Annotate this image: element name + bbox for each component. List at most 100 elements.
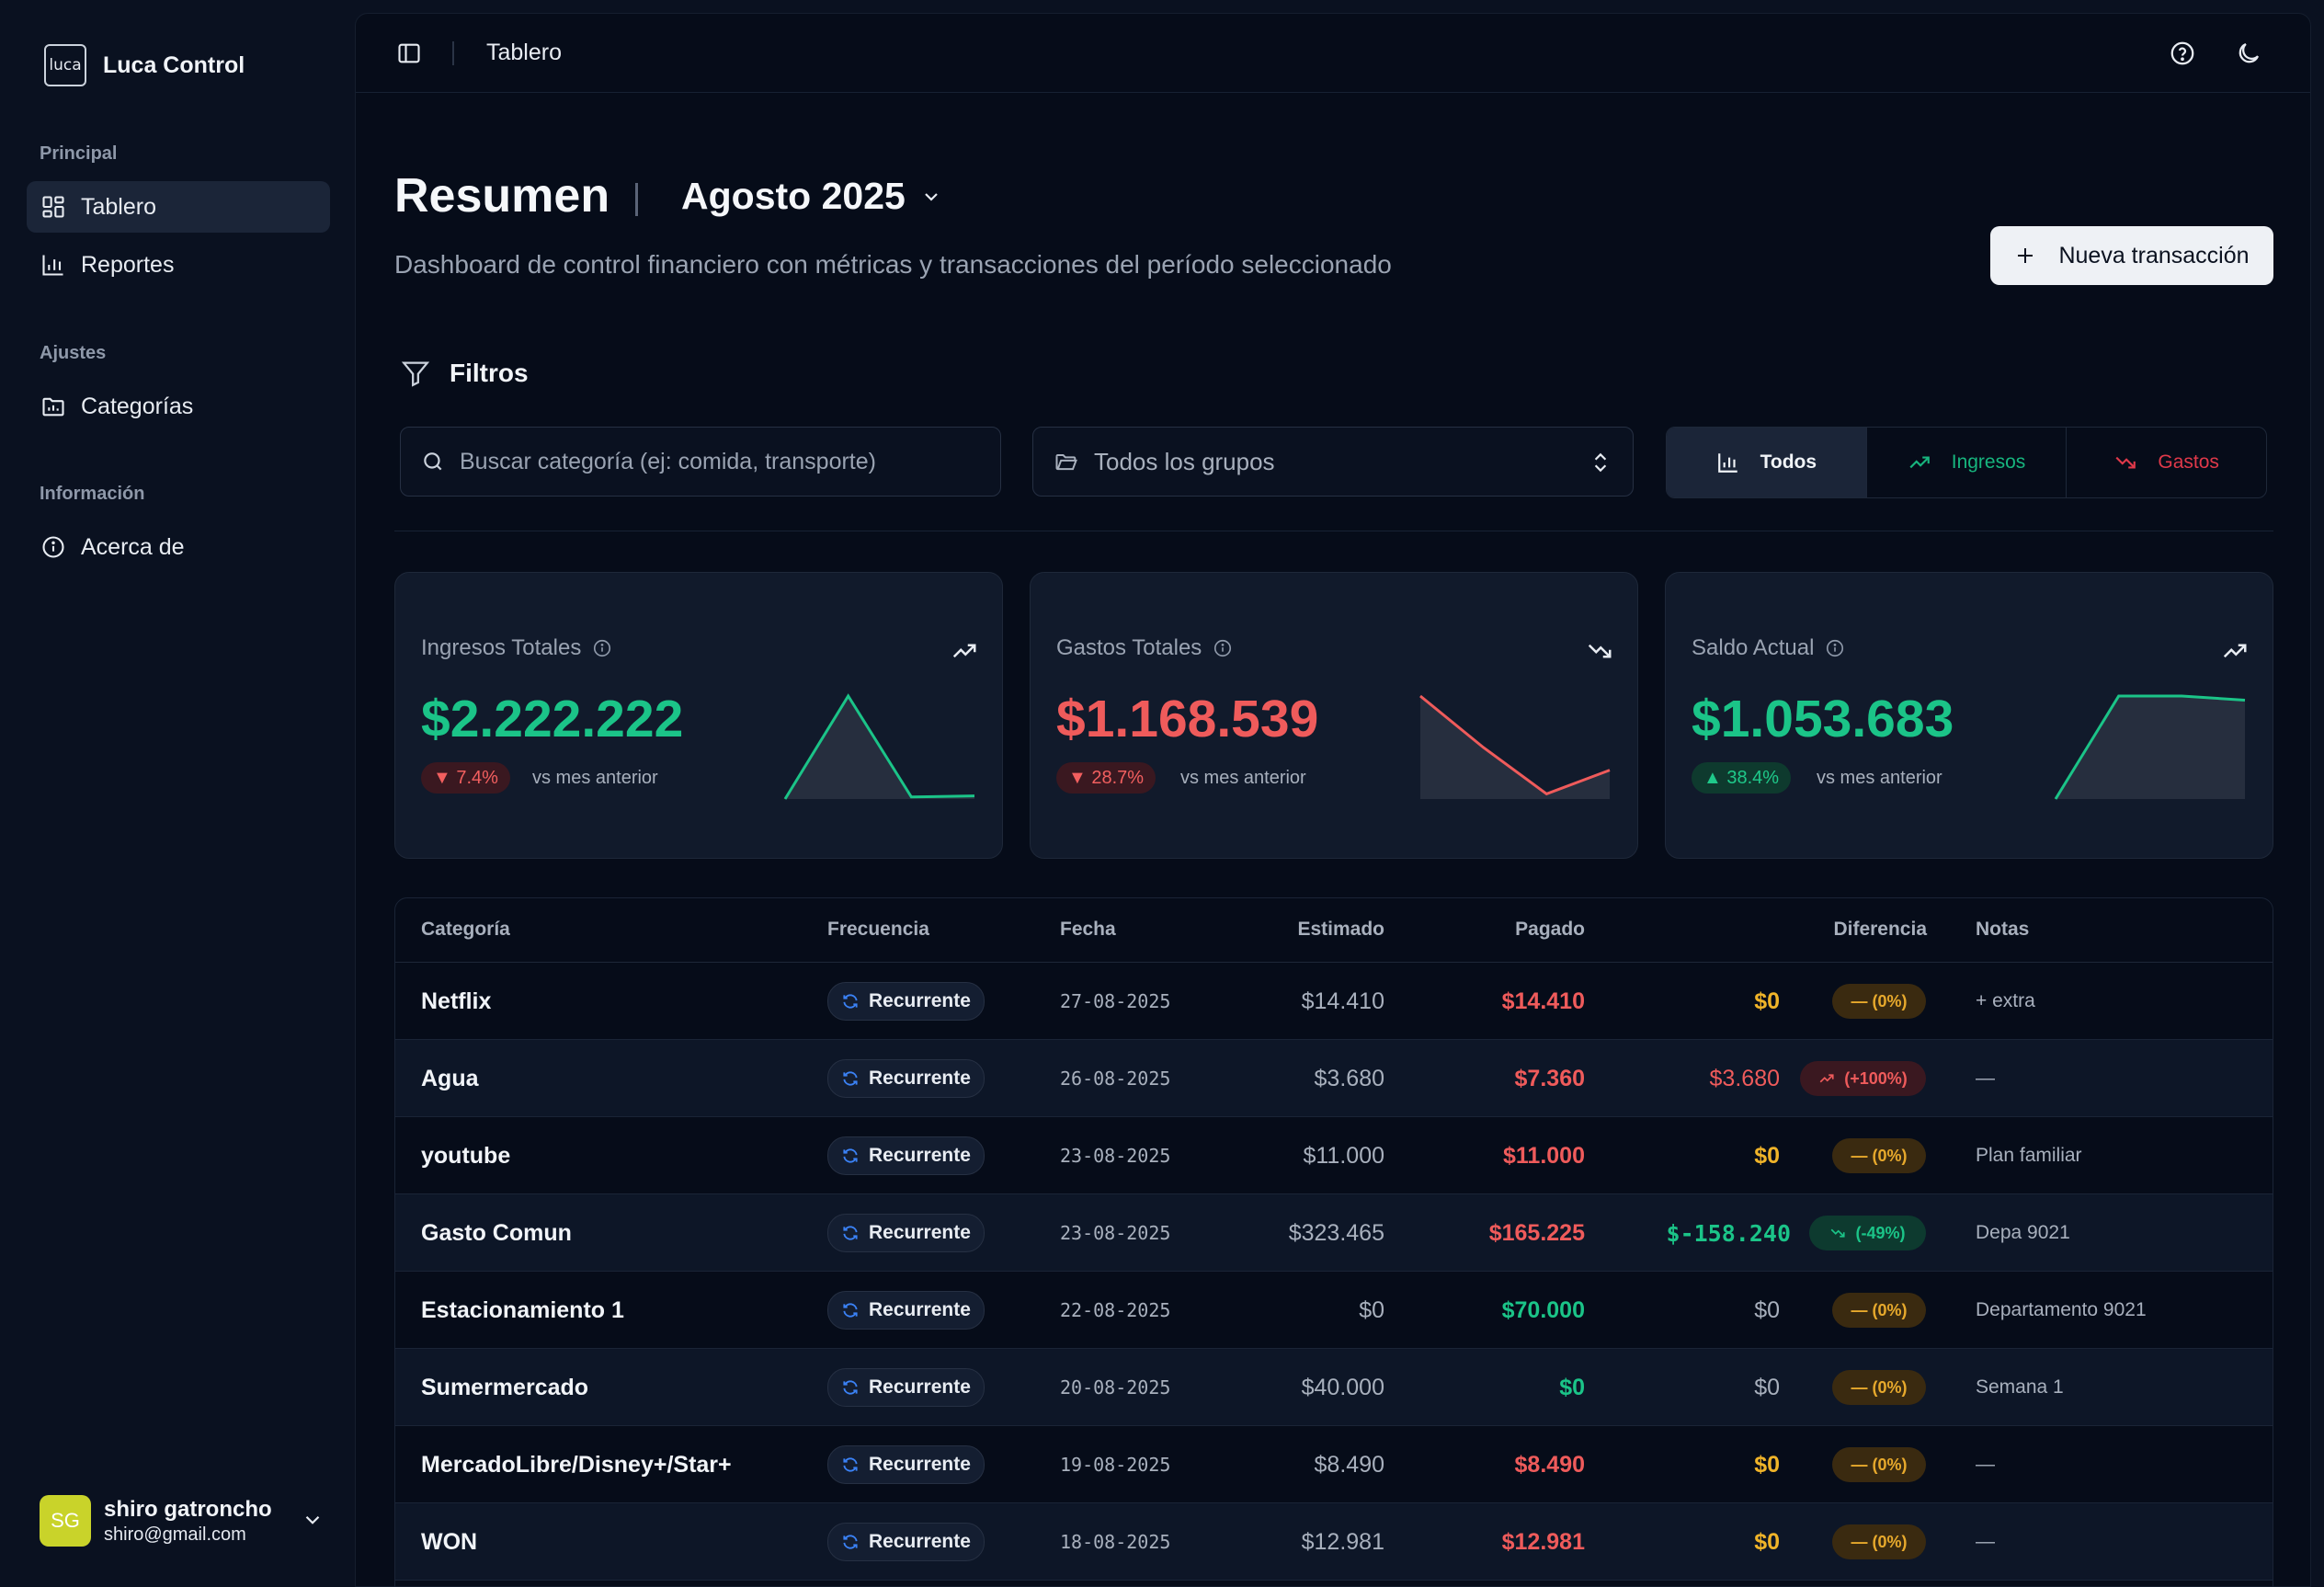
column-header[interactable]: Fecha [1060,919,1116,940]
info-icon[interactable] [592,638,612,658]
search-icon [424,452,442,471]
trending-up-icon [1819,1074,1834,1083]
info-icon[interactable] [1213,638,1233,658]
card-label: Gastos Totales [1056,635,1233,661]
help-icon[interactable] [2169,40,2196,67]
paid-cell: $8.490 [1514,1451,1585,1478]
section-label-principal: Principal [40,143,118,164]
difference-badge: — (0%) [1832,1293,1926,1328]
category-cell: Netflix [421,988,492,1014]
title-separator [635,183,638,216]
column-header[interactable]: Diferencia [1833,919,1927,940]
sidebar-item-reportes[interactable]: Reportes [27,239,330,291]
chevron-down-icon[interactable] [301,1508,325,1532]
refresh-icon [843,1457,858,1472]
frequency-badge: Recurrente [827,1059,985,1098]
brand[interactable]: luca Luca Control [44,44,245,86]
moon-icon[interactable] [2235,40,2262,67]
group-select[interactable]: Todos los grupos [1032,427,1634,497]
card-value: $1.168.539 [1056,690,1319,748]
table-row[interactable]: Netflix Recurrente 27-08-2025 $14.410 $1… [395,963,2273,1040]
topbar: Tablero [356,14,2310,93]
paid-cell: $11.000 [1503,1142,1585,1169]
topbar-divider [452,41,454,65]
sparkline-line [783,693,975,800]
card-label-text: Ingresos Totales [421,635,582,660]
difference-badge-label: (+100%) [1844,1068,1908,1088]
search-input[interactable] [460,448,974,475]
table-row[interactable]: Agua Recurrente 26-08-2025 $3.680 $7.360… [395,1040,2273,1117]
sidebar: luca Luca Control Principal Tablero Repo… [0,0,355,1587]
segment-label: Gastos [2158,451,2219,473]
frequency-label: Recurrente [869,1145,971,1166]
difference-cell: $0 [1754,1142,1780,1169]
avatar: SG [40,1495,91,1547]
category-cell: Gasto Comun [421,1219,572,1246]
info-icon[interactable] [1825,638,1845,658]
period-selector[interactable]: Agosto 2025 [681,175,942,218]
page-subtitle: Dashboard de control financiero con métr… [394,250,1392,279]
card-value: $1.053.683 [1692,690,1954,748]
bar-chart-icon [42,255,63,276]
search-box[interactable] [400,427,1001,497]
trending-up-icon [1909,456,1930,469]
table-row[interactable]: Sumermercado Recurrente 20-08-2025 $40.0… [395,1349,2273,1426]
filters-heading: Filtros [400,358,529,389]
category-cell: WON [421,1528,478,1555]
column-header[interactable]: Pagado [1515,919,1585,940]
new-transaction-label: Nueva transacción [2058,242,2250,268]
sparkline [783,693,975,800]
filters-title: Filtros [450,359,529,387]
column-header[interactable]: Notas [1976,919,2030,940]
sidebar-item-acerca-de[interactable]: Acerca de [27,521,330,573]
date-cell: 26-08-2025 [1060,1068,1171,1090]
sidebar-toggle-icon[interactable] [396,40,422,66]
card-value: $2.222.222 [421,690,684,748]
estimated-cell: $40.000 [1301,1374,1384,1400]
difference-cell: $3.680 [1709,1065,1780,1091]
paid-cell: $14.410 [1501,988,1585,1014]
card-label: Saldo Actual [1692,635,1845,661]
sparkline-area [2056,696,2245,799]
new-transaction-button[interactable]: Nueva transacción [1990,226,2273,285]
card-gastos: Gastos Totales $1.168.539 ▼ 28.7% vs mes… [1030,572,1638,859]
column-header[interactable]: Categoría [421,919,510,940]
sidebar-item-categorias[interactable]: Categorías [27,381,330,432]
segment-gastos[interactable]: Gastos [2067,428,2266,497]
chevron-down-icon [925,192,938,201]
column-header[interactable]: Estimado [1297,919,1384,940]
date-cell: 18-08-2025 [1060,1531,1171,1553]
table-row[interactable]: MercadoLibre/Disney+/Star+ Recurrente 19… [395,1426,2273,1503]
frequency-label: Recurrente [869,1299,971,1320]
info-icon [42,536,64,558]
estimated-cell: $11.000 [1303,1142,1384,1169]
card-compare: vs mes anterior [1817,768,1942,788]
segment-todos[interactable]: Todos [1667,428,1867,497]
estimated-cell: $0 [1359,1296,1384,1323]
segment-ingresos[interactable]: Ingresos [1867,428,2068,497]
refresh-icon [843,1071,858,1086]
segment-label: Todos [1760,451,1817,473]
user-menu[interactable]: SG shiro gatroncho shiro@gmail.com [40,1493,325,1548]
user-info: shiro gatroncho shiro@gmail.com [104,1497,272,1546]
sparkline-line [1419,694,1611,796]
table-row[interactable]: youtube Recurrente 23-08-2025 $11.000 $1… [395,1117,2273,1194]
difference-cell: $-158.240 [1666,1219,1791,1247]
notes-cell: — [1976,1068,1995,1089]
notes-cell: Depa 9021 [1976,1222,2070,1243]
sidebar-item-tablero[interactable]: Tablero [27,181,330,233]
card-label-text: Gastos Totales [1056,635,1202,660]
column-header[interactable]: Frecuencia [827,919,929,940]
table-row[interactable]: Estacionamiento 1 Recurrente 22-08-2025 … [395,1272,2273,1349]
main-panel: Tablero Resumen Agosto 2025 Dashboard de… [355,13,2311,1587]
date-cell: 27-08-2025 [1060,990,1171,1012]
frequency-badge: Recurrente [827,1445,985,1484]
difference-cell: $0 [1754,988,1780,1014]
sparkline [2054,694,2246,800]
difference-cell: $0 [1754,1296,1780,1323]
card-label-text: Saldo Actual [1692,635,1815,660]
table-row[interactable]: WON Recurrente 18-08-2025 $12.981 $12.98… [395,1503,2273,1581]
refresh-icon [843,1535,858,1549]
table-row[interactable]: Gasto Comun Recurrente 23-08-2025 $323.4… [395,1194,2273,1272]
